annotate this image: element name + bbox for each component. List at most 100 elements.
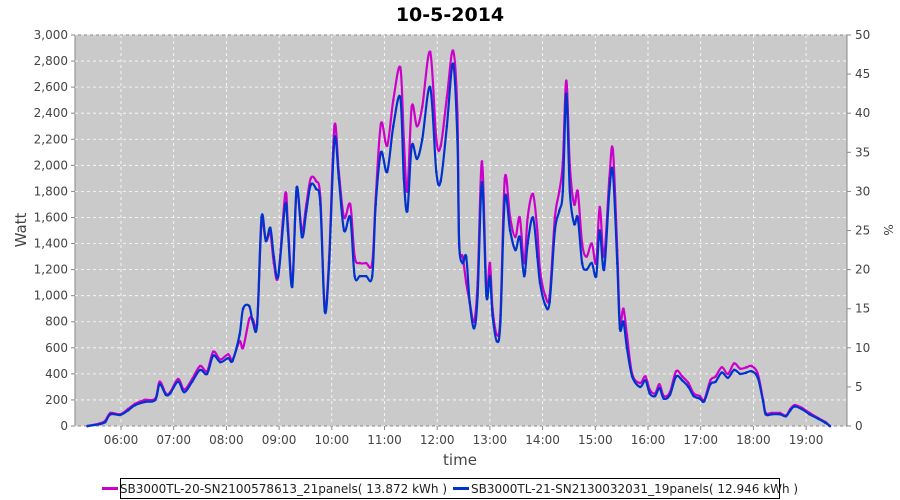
data-point: [255, 323, 259, 326]
data-point: [358, 274, 362, 278]
data-point: [364, 261, 368, 265]
data-point: [625, 346, 629, 350]
data-point: [638, 385, 642, 389]
y2-tick-label: 10: [855, 341, 870, 355]
data-point: [709, 379, 712, 382]
x-tick-label: 15:00: [578, 433, 613, 447]
data-point: [218, 360, 222, 364]
data-point: [726, 372, 730, 376]
legend-item-sb3000tl-20[interactable]: SB3000TL-20-SN2100578613_21panels( 13.87…: [101, 482, 447, 496]
data-point: [295, 186, 298, 189]
data-point: [622, 307, 625, 311]
x-tick-label: 11:00: [367, 433, 402, 447]
data-point: [622, 320, 625, 324]
data-point: [98, 422, 102, 426]
y-tick-label: 1,600: [34, 210, 68, 224]
data-point: [158, 382, 161, 386]
y2-tick-label: 45: [855, 67, 870, 81]
data-point: [485, 294, 488, 297]
data-point: [399, 66, 402, 69]
data-point: [435, 170, 438, 174]
data-point: [698, 394, 702, 398]
data-point: [514, 235, 517, 239]
y2-tick-label: 30: [855, 184, 870, 198]
x-tick-label: 19:00: [789, 433, 824, 447]
data-point: [508, 229, 512, 232]
data-point: [451, 49, 455, 52]
data-point: [314, 187, 318, 191]
data-point: [536, 255, 539, 258]
data-point: [251, 320, 255, 324]
data-point: [283, 203, 287, 206]
y2-tick-label: 5: [855, 380, 863, 394]
data-point: [323, 310, 327, 313]
y-tick-label: 2,000: [34, 158, 68, 172]
data-point: [598, 229, 601, 232]
data-point: [410, 144, 414, 148]
data-point: [543, 303, 547, 307]
y2-tick-label: 15: [855, 302, 870, 316]
data-point: [190, 380, 194, 383]
data-point: [333, 137, 336, 141]
data-point: [526, 242, 529, 245]
data-point: [226, 353, 230, 356]
data-point: [468, 300, 471, 304]
y2-tick-label: 50: [855, 28, 870, 42]
data-point: [590, 242, 594, 245]
data-point: [358, 261, 362, 265]
data-point: [630, 375, 634, 378]
data-point: [585, 255, 588, 258]
data-point: [687, 385, 690, 389]
data-point: [118, 413, 122, 417]
data-point: [269, 226, 272, 230]
y2-tick-label: 35: [855, 145, 870, 159]
y-tick-label: 1,400: [34, 237, 68, 251]
x-tick-label: 18:00: [736, 433, 771, 447]
data-point: [618, 326, 622, 330]
x-tick-label: 07:00: [156, 433, 191, 447]
data-point: [476, 294, 479, 297]
x-tick-label: 17:00: [683, 433, 718, 447]
data-point: [428, 85, 432, 89]
data-point: [572, 222, 576, 226]
data-point: [309, 183, 313, 187]
data-point: [337, 177, 341, 180]
data-point: [580, 261, 584, 265]
legend-item-sb3000tl-21[interactable]: SB3000TL-21-SN2130032031_19panels( 12.94…: [453, 482, 798, 496]
data-point: [488, 274, 492, 278]
data-point: [103, 420, 107, 424]
data-point: [272, 255, 276, 258]
data-point: [561, 190, 565, 193]
y2-tick-label: 40: [855, 106, 870, 120]
data-point: [327, 261, 331, 265]
data-point: [817, 417, 820, 421]
data-point: [598, 205, 601, 209]
data-point: [353, 274, 356, 278]
data-point: [379, 151, 383, 154]
data-point: [692, 394, 695, 398]
data-point: [602, 268, 606, 271]
y-tick-label: 1,800: [34, 184, 68, 198]
data-point: [828, 424, 832, 428]
data-point: [168, 392, 172, 395]
data-point: [518, 235, 522, 239]
x-tick-label: 14:00: [525, 433, 560, 447]
data-point: [738, 367, 742, 370]
data-point: [726, 376, 730, 380]
data-point: [435, 137, 438, 141]
x-tick-label: 10:00: [315, 433, 350, 447]
data-point: [648, 392, 652, 395]
data-point: [126, 409, 130, 412]
data-point: [364, 274, 368, 278]
data-point: [491, 313, 494, 317]
data-point: [590, 261, 594, 265]
data-point: [480, 160, 484, 163]
data-point: [698, 397, 702, 400]
data-point: [732, 368, 736, 372]
data-point: [548, 300, 551, 304]
data-point: [557, 209, 561, 213]
data-point: [720, 371, 724, 374]
data-point: [680, 379, 684, 382]
data-point: [499, 320, 502, 324]
data-point: [109, 412, 112, 416]
